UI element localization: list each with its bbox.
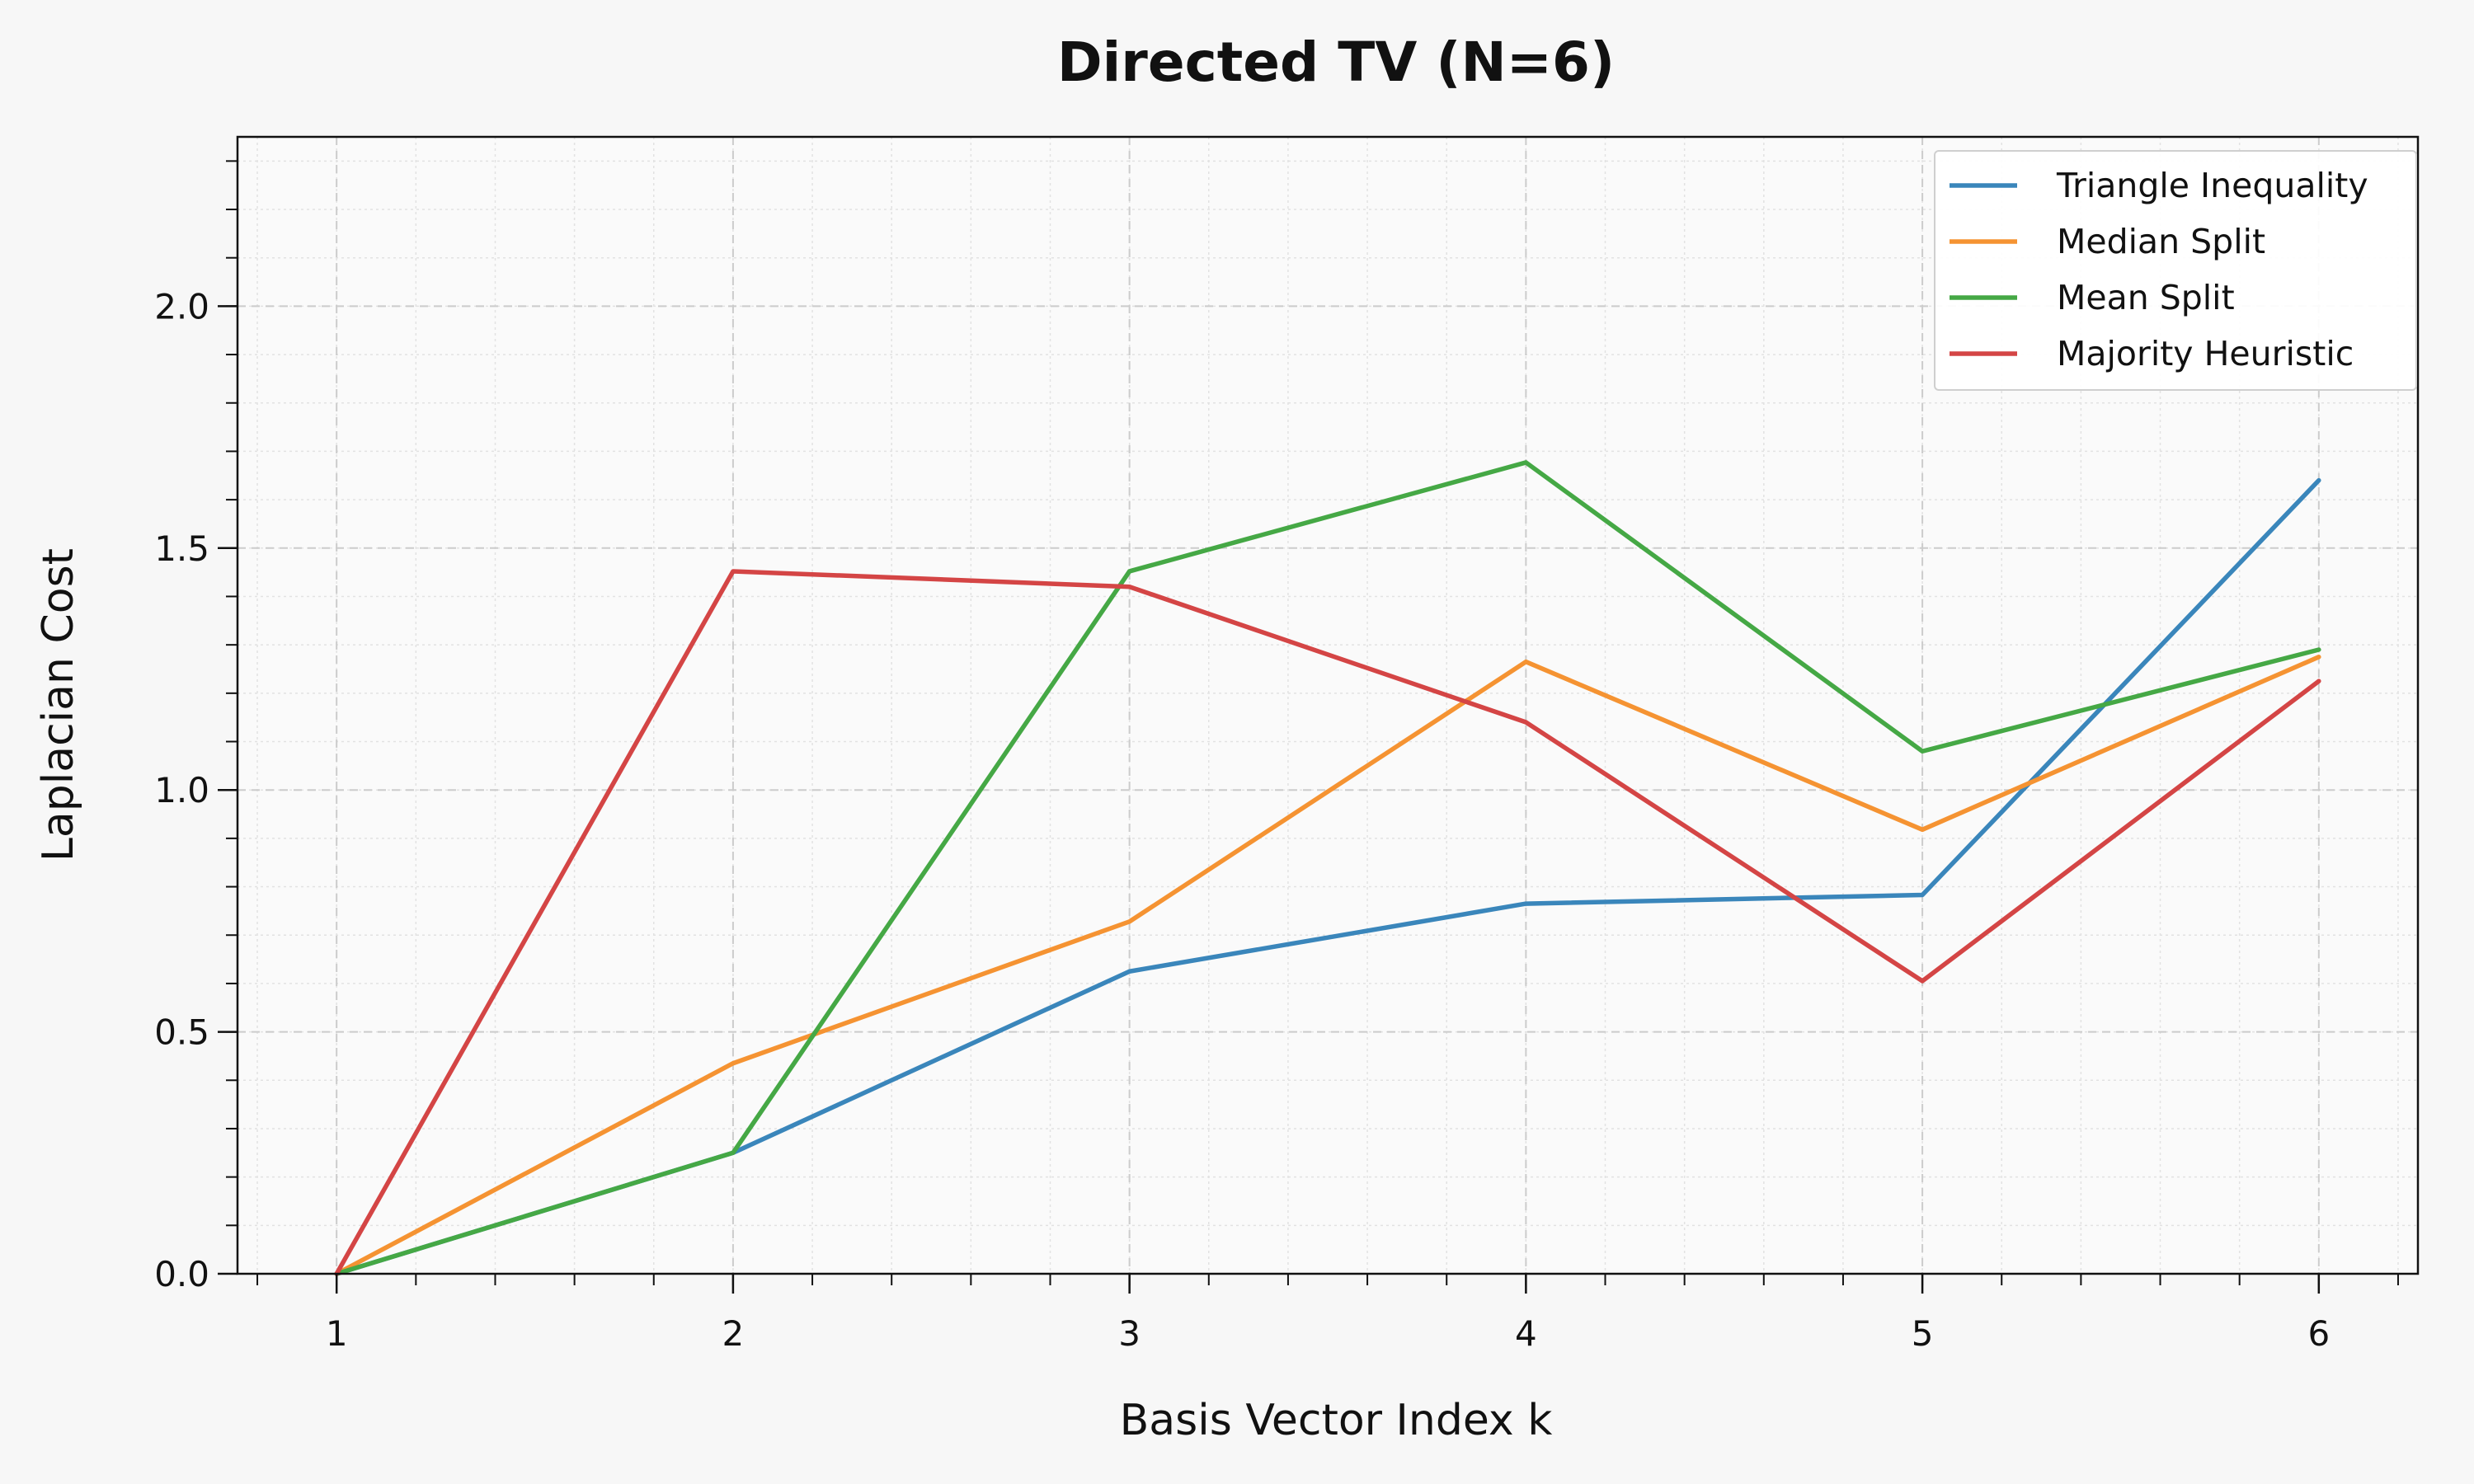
- series-line-majority-heuristic: [334, 569, 2321, 1276]
- legend-label-mean-split: Mean Split: [2057, 278, 2235, 317]
- y-tick-label: 1.5: [154, 528, 209, 569]
- y-tick-label: 1.0: [154, 770, 209, 810]
- series-line-median-split: [334, 655, 2321, 1276]
- major-grid: [238, 137, 2418, 1275]
- minor-grid: [238, 137, 2418, 1274]
- y-tick-label: 0.0: [154, 1254, 209, 1294]
- axes-frame: [236, 135, 2420, 1275]
- legend: Triangle Inequality Median Split Mean Spli…: [1934, 150, 2417, 391]
- series-line-mean-split: [334, 460, 2321, 1276]
- series-lines: [334, 460, 2321, 1276]
- x-axis-label: Basis Vector Index k: [1120, 1396, 1553, 1445]
- x-axis-ticks: 1 2 3 4 5 6: [256, 1274, 2399, 1354]
- x-tick-label: 2: [722, 1313, 745, 1354]
- y-tick-label: 2.0: [154, 286, 209, 326]
- chart-title: Directed TV (N=6): [1057, 31, 1615, 94]
- x-tick-label: 6: [2307, 1313, 2330, 1354]
- legend-box: [1934, 150, 2417, 391]
- y-axis-label: Laplacian Cost: [34, 548, 83, 862]
- x-tick-label: 5: [1912, 1313, 1934, 1354]
- x-tick-label: 1: [326, 1313, 348, 1354]
- legend-label-majority-heuristic: Majority Heuristic: [2057, 334, 2354, 373]
- legend-label-triangle-inequality: Triangle Inequality: [2056, 166, 2368, 205]
- axes: [236, 135, 2420, 1275]
- x-tick-label: 3: [1118, 1313, 1141, 1354]
- y-tick-label: 0.5: [154, 1012, 209, 1053]
- x-tick-label: 4: [1515, 1313, 1537, 1354]
- y-axis-ticks: 0.0 0.5 1.0 1.5 2.0: [154, 160, 238, 1294]
- legend-label-median-split: Median Split: [2057, 222, 2265, 261]
